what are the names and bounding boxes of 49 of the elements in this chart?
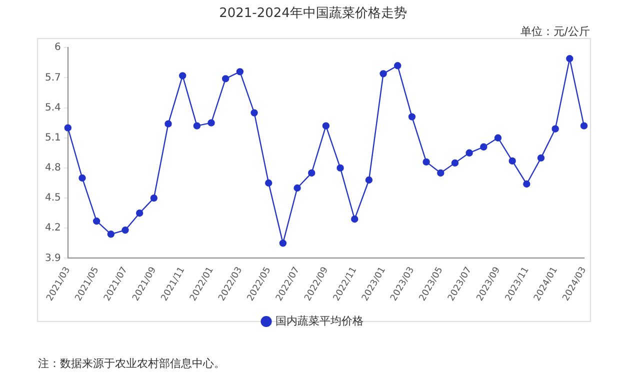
point	[394, 62, 402, 70]
y-tick-label: 5.4	[44, 102, 61, 114]
point	[78, 174, 86, 182]
legend-label: 国内蔬菜平均价格	[275, 314, 364, 328]
point	[566, 55, 574, 62]
point	[580, 122, 588, 130]
y-tick-label: 4.2	[44, 222, 61, 234]
point	[236, 68, 244, 76]
point	[208, 119, 215, 126]
point	[136, 209, 144, 217]
point	[422, 158, 430, 166]
point	[164, 120, 172, 128]
chart-title: 2021-2024年中国蔬菜价格走势	[219, 6, 407, 22]
point	[279, 240, 287, 247]
point	[294, 184, 301, 192]
y-tick-label: 4.8	[44, 162, 61, 174]
point	[552, 125, 559, 132]
point	[336, 164, 344, 172]
point	[265, 179, 272, 187]
text: 注：数据来源于农业农村部信息中心。	[38, 356, 225, 370]
point	[408, 113, 416, 120]
point	[437, 169, 444, 177]
point	[523, 180, 530, 188]
y-tick-label: 4.5	[44, 192, 61, 204]
point	[193, 122, 201, 130]
point	[451, 159, 459, 167]
point	[351, 216, 358, 223]
point	[322, 122, 330, 130]
point	[178, 72, 186, 80]
point	[92, 218, 100, 225]
point	[107, 230, 115, 238]
point	[380, 70, 387, 78]
point	[365, 176, 373, 184]
point	[122, 226, 129, 234]
text: 单位：元/公斤	[520, 24, 590, 38]
point	[508, 157, 516, 165]
point	[250, 109, 258, 116]
point	[308, 169, 316, 177]
point	[64, 124, 72, 132]
point	[150, 194, 158, 202]
point	[480, 143, 488, 150]
point	[222, 75, 230, 82]
y-tick-label: 5.1	[44, 132, 61, 144]
point	[537, 154, 545, 162]
y-tick-label: 3.9	[44, 252, 61, 264]
point	[466, 149, 473, 157]
point	[494, 134, 502, 142]
y-tick-label: 6	[54, 42, 61, 54]
y-tick-label: 5.7	[44, 72, 61, 84]
